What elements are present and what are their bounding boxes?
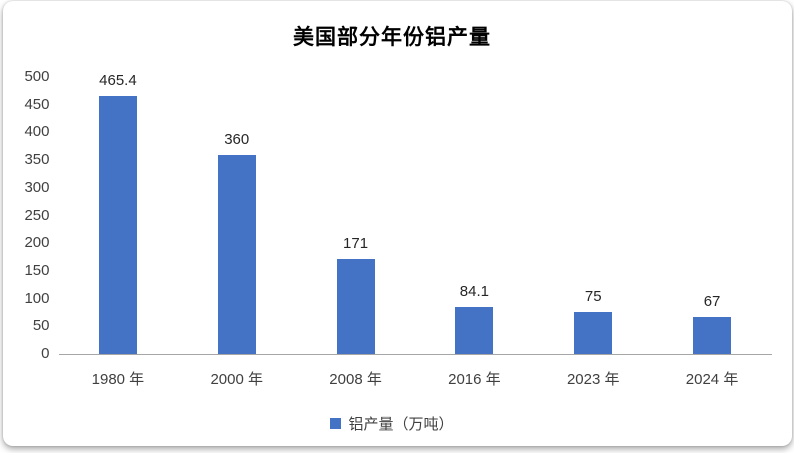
chart-title: 美国部分年份铝产量 (293, 24, 491, 49)
y-axis-tick-label: 450 (24, 95, 50, 113)
bar-value-label: 171 (343, 235, 369, 252)
legend: 铝产量（万吨） (13, 413, 772, 434)
x-axis: 1980 年 2000 年 2008 年 2016 年 2023 年 2024 年 (59, 355, 772, 389)
bar-value-label: 75 (584, 288, 602, 305)
bar (217, 155, 256, 354)
chart-body: 0 50 100 150 200 250 300 350 400 450 500 465.4 360 1… (13, 69, 772, 362)
x-axis-label: 2023 年 (566, 371, 620, 388)
y-axis-tick-label: 50 (32, 317, 50, 335)
bar-value-label: 84.1 (459, 283, 489, 300)
x-axis-label: 2024 年 (685, 371, 739, 388)
x-axis-label: 1980 年 (91, 371, 145, 388)
plot-area: 465.4 360 171 84.1 75 67 (58, 72, 772, 355)
y-axis-tick-label: 500 (24, 68, 50, 85)
x-axis-label: 2016 年 (448, 371, 501, 388)
bar-column: 360 (177, 131, 296, 354)
y-axis-tick-label: 300 (24, 178, 50, 196)
bar-column: 84.1 (415, 283, 534, 354)
y-axis-tick-label: 150 (24, 261, 50, 279)
bar (98, 96, 137, 354)
y-axis-tick-label: 250 (24, 206, 50, 224)
bar-column: 75 (534, 288, 653, 354)
bar-value-label: 360 (224, 131, 250, 148)
x-axis-label: 2008 年 (329, 371, 382, 388)
bar-value-label: 67 (703, 293, 721, 310)
x-axis-label: 2000 年 (210, 371, 264, 388)
y-axis-tick-label: 100 (24, 289, 50, 307)
y-axis-tick-label: 200 (24, 234, 50, 252)
bar-column: 465.4 (59, 72, 178, 354)
chart-card: 美国部分年份铝产量 0 50 100 150 200 250 300 350 400 450 500… (2, 1, 792, 446)
y-axis-tick-label: 350 (24, 151, 50, 169)
legend-swatch-icon (330, 418, 342, 429)
bar-value-label: 465.4 (99, 72, 137, 89)
y-axis: 0 50 100 150 200 250 300 350 400 450 500 (13, 69, 59, 362)
bar-column: 67 (653, 293, 772, 354)
legend-label: 铝产量（万吨） (348, 416, 454, 433)
y-axis-tick-label: 400 (24, 123, 50, 141)
bar-column: 171 (296, 235, 415, 354)
y-axis-tick-label: 0 (41, 345, 50, 362)
bar (693, 317, 732, 354)
bar (574, 312, 613, 354)
bar (455, 307, 494, 354)
bar (336, 259, 375, 354)
